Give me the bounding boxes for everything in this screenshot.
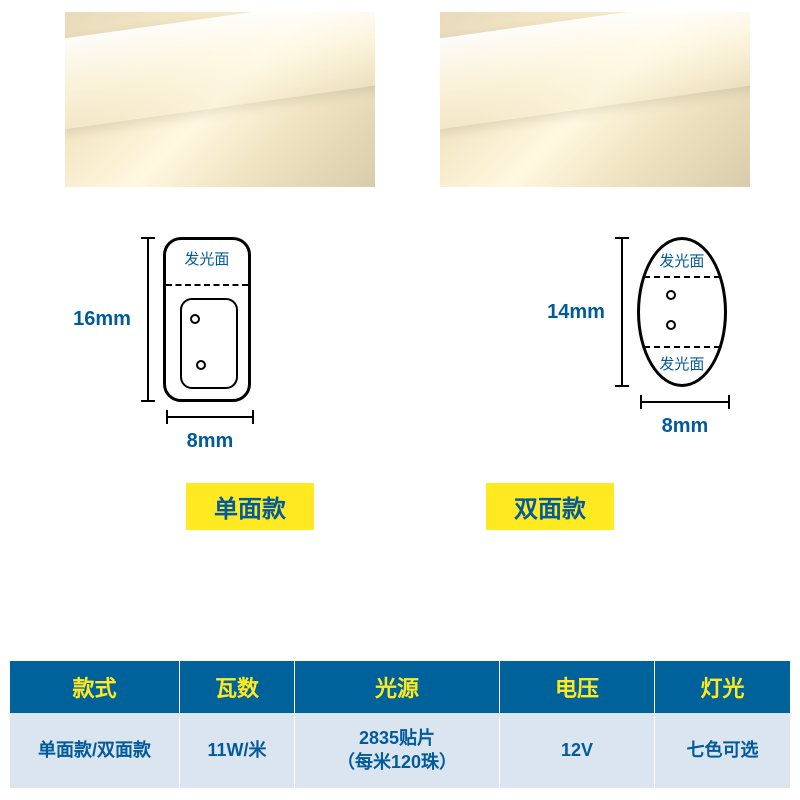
badge-single: 单面款 xyxy=(186,483,314,530)
diagram-left: 16mm 发光面 8mm xyxy=(70,237,254,453)
diagrams-row: 16mm 发光面 8mm 14mm 发光面 xyxy=(0,187,800,453)
photo-double-side xyxy=(440,12,750,187)
bracket-h-left xyxy=(166,410,254,424)
led-dot xyxy=(666,290,676,300)
led-dot xyxy=(190,314,200,324)
emit-surface-top: 发光面 xyxy=(640,250,724,271)
emit-surface-bottom: 发光面 xyxy=(640,353,724,374)
diagram-right: 14mm 发光面 发光面 8mm xyxy=(544,237,730,453)
th-voltage: 电压 xyxy=(500,661,655,713)
th-light: 灯光 xyxy=(655,661,790,713)
badge-row: 单面款 双面款 xyxy=(0,453,800,530)
th-wattage: 瓦数 xyxy=(180,661,295,713)
width-label-right: 8mm xyxy=(662,415,709,438)
height-label-right: 14mm xyxy=(547,301,605,324)
td-source: 2835贴片 （每米120珠） xyxy=(295,713,500,788)
bracket-v-left xyxy=(141,237,155,402)
td-voltage: 12V xyxy=(500,713,655,788)
spec-header-row: 款式 瓦数 光源 电压 灯光 xyxy=(10,661,790,713)
td-style: 单面款/双面款 xyxy=(10,713,180,788)
spec-table: 款式 瓦数 光源 电压 灯光 单面款/双面款 11W/米 2835贴片 （每米1… xyxy=(10,661,790,788)
spec-body-row: 单面款/双面款 11W/米 2835贴片 （每米120珠） 12V 七色可选 xyxy=(10,713,790,788)
emit-surface-label: 发光面 xyxy=(174,248,240,269)
led-dot xyxy=(666,320,676,330)
th-style: 款式 xyxy=(10,661,180,713)
source-line2: （每米120珠） xyxy=(337,751,457,774)
photo-single-side xyxy=(65,12,375,187)
td-light: 七色可选 xyxy=(655,713,790,788)
cross-section-rect: 发光面 xyxy=(163,237,251,402)
height-label-left: 16mm xyxy=(73,308,131,331)
td-wattage: 11W/米 xyxy=(180,713,295,788)
led-dot xyxy=(196,360,206,370)
inner-rect xyxy=(180,298,238,389)
source-line1: 2835贴片 xyxy=(359,727,435,750)
cross-section-ellipse: 发光面 发光面 xyxy=(637,237,727,387)
bracket-v-right xyxy=(615,237,629,387)
bracket-h-right xyxy=(640,395,730,409)
width-label-left: 8mm xyxy=(187,430,234,453)
th-source: 光源 xyxy=(295,661,500,713)
badge-double: 双面款 xyxy=(486,483,614,530)
product-photos xyxy=(0,0,800,187)
